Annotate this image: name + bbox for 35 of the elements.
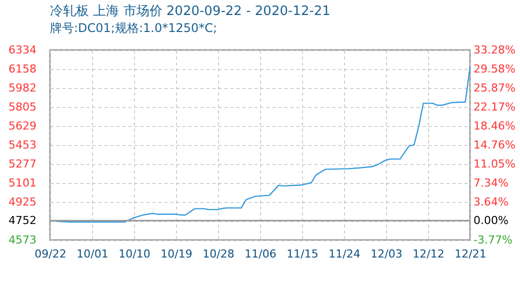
x-tick-label: 09/22	[34, 248, 66, 260]
y-tick-label: 4925	[8, 196, 36, 209]
chart-title: 冷轧板 上海 市场价 2020-09-22 - 2020-12-21	[50, 4, 330, 19]
x-tick-label: 12/12	[412, 248, 444, 260]
y-tick-label: 4752	[8, 214, 36, 228]
x-tick-label: 10/19	[160, 248, 192, 260]
y2-tick-label: -3.77%	[474, 234, 512, 246]
y2-tick-label: 33.28%	[474, 44, 516, 56]
y2-tick-label: 29.58%	[474, 62, 516, 76]
y2-tick-label: 18.46%	[474, 120, 516, 132]
x-tick-label: 11/06	[244, 248, 276, 260]
y-tick-label: 5101	[8, 176, 36, 190]
x-tick-label: 10/28	[202, 248, 234, 260]
y-tick-label: 6334	[8, 44, 36, 56]
chart-subtitle: 牌号:DC01;规格:1.0*1250*C;	[50, 21, 218, 35]
y-tick-label: 5805	[8, 100, 36, 114]
y-tick-label: 5629	[8, 120, 36, 133]
y-tick-label: 6158	[8, 62, 36, 76]
y-tick-label: 5277	[8, 158, 36, 171]
y2-tick-label: 25.87%	[474, 82, 516, 94]
y2-tick-label: 11.05%	[474, 158, 516, 170]
y2-tick-label: 14.76%	[474, 138, 516, 152]
y2-tick-label: 0.00%	[474, 214, 508, 228]
y-tick-label: 4573	[8, 234, 36, 246]
x-tick-label: 12/03	[370, 248, 402, 260]
y2-tick-label: 3.64%	[474, 196, 508, 208]
x-tick-label: 11/15	[286, 248, 318, 260]
x-tick-label: 10/10	[118, 248, 150, 260]
y-tick-label: 5982	[8, 81, 36, 94]
x-tick-label: 11/24	[328, 248, 360, 260]
y2-tick-label: 22.17%	[474, 100, 516, 114]
y2-tick-label: 7.34%	[474, 176, 508, 190]
x-tick-label: 12/21	[454, 248, 486, 260]
x-tick-label: 10/01	[76, 248, 108, 260]
y-tick-label: 5453	[8, 138, 36, 152]
